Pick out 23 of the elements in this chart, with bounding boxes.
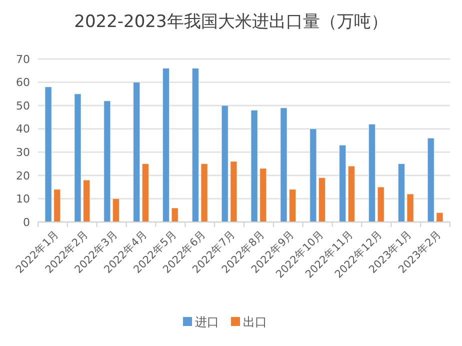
bar: [171, 208, 178, 222]
bar: [368, 124, 376, 222]
bar: [104, 100, 111, 222]
bar: [348, 166, 355, 222]
y-tick-label: 70: [16, 52, 30, 66]
legend-label: 出口: [243, 315, 267, 330]
y-tick-label: 60: [16, 76, 30, 90]
y-tick-label: 30: [16, 146, 30, 159]
bar: [142, 164, 149, 222]
y-tick-label: 50: [16, 99, 30, 112]
bar: [133, 82, 140, 222]
bar: [377, 186, 384, 222]
y-tick-label: 20: [16, 169, 30, 182]
bar: [339, 144, 346, 222]
legend-label: 进口: [195, 315, 219, 330]
y-tick-label: 40: [16, 122, 30, 136]
y-tick-label: 10: [16, 192, 30, 206]
bar: [310, 128, 317, 222]
chart-title: 2022-2023年我国大米进出口量（万吨）: [74, 12, 388, 32]
y-tick-label: 0: [23, 216, 30, 229]
bar: [112, 198, 120, 222]
bar: [318, 178, 326, 222]
bar: [162, 68, 170, 222]
